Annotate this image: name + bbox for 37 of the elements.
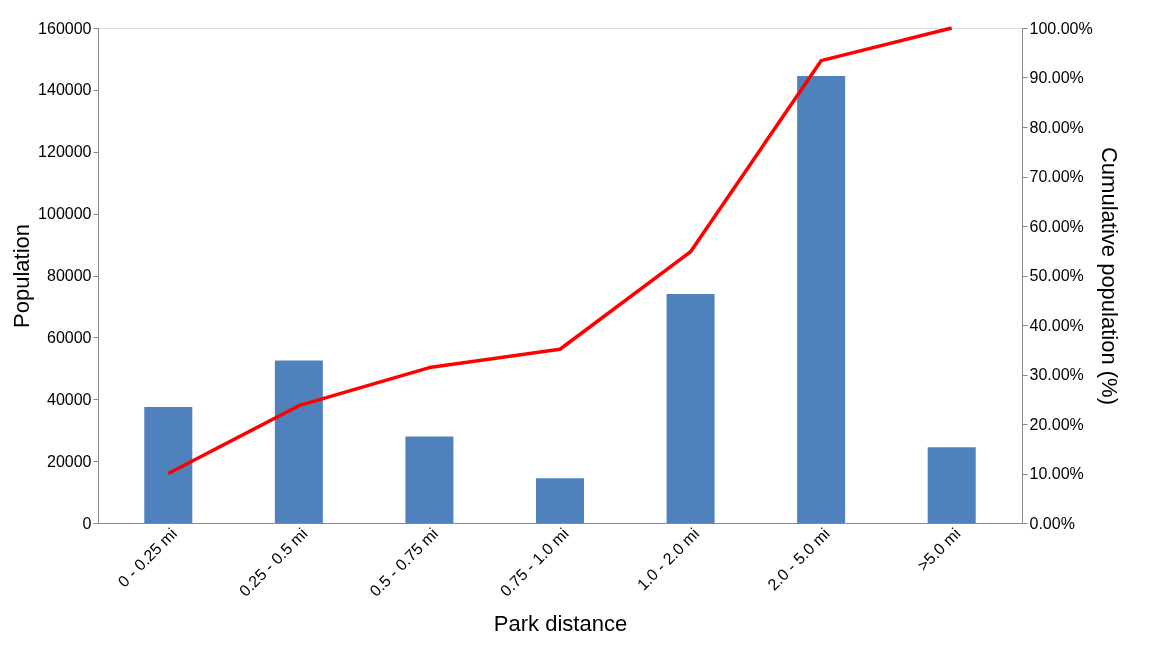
y-tick-label: 120000	[38, 143, 92, 161]
y-tick-label: 0	[82, 514, 92, 532]
y2-tick-label: 70.00%	[1029, 168, 1084, 185]
x-tick-label: 0.25 - 0.5 mi	[235, 524, 311, 600]
y2-tick-label: 10.00%	[1029, 465, 1084, 482]
x-axis-title: Park distance	[493, 610, 628, 636]
bar	[797, 75, 846, 523]
y2-tick-label: 20.00%	[1029, 415, 1084, 433]
y-tick-label: 100000	[38, 205, 92, 223]
y2-axis-title: Cumulative population (%)	[1096, 146, 1122, 406]
y2-tick-label: 90.00%	[1029, 69, 1084, 86]
y-axis-title: Population	[9, 224, 35, 328]
bar	[274, 360, 323, 523]
y-tick-label: 20000	[47, 452, 92, 470]
x-tick-label: 0.5 - 0.75 mi	[366, 524, 442, 600]
y-tick-label: 160000	[38, 19, 92, 37]
y2-tick-label: 100.00%	[1029, 19, 1093, 37]
bar	[927, 447, 976, 523]
y-tick-label: 60000	[47, 328, 92, 346]
bar	[144, 406, 193, 523]
y-tick-label: 80000	[47, 267, 92, 284]
y-tick-label: 140000	[38, 81, 92, 99]
x-tick-label: 0 - 0.25 mi	[114, 524, 181, 591]
y2-tick-label: 50.00%	[1029, 267, 1084, 284]
bar	[536, 478, 584, 523]
y2-tick-label: 40.00%	[1029, 316, 1084, 334]
y-tick-label: 40000	[47, 390, 92, 408]
line-series	[166, 26, 954, 476]
x-tick-label: 1.0 - 2.0 mi	[633, 524, 703, 594]
y2-tick-label: 0.00%	[1029, 514, 1075, 532]
y2-tick-label: 80.00%	[1029, 118, 1084, 136]
bar	[666, 294, 715, 523]
x-tick-label: 0.75 - 1.0 mi	[496, 524, 572, 600]
x-tick-label: 2.0 - 5.0 mi	[764, 524, 833, 594]
bar	[405, 436, 454, 523]
y2-tick-label: 30.00%	[1029, 366, 1084, 383]
y2-tick-label: 60.00%	[1029, 217, 1084, 235]
